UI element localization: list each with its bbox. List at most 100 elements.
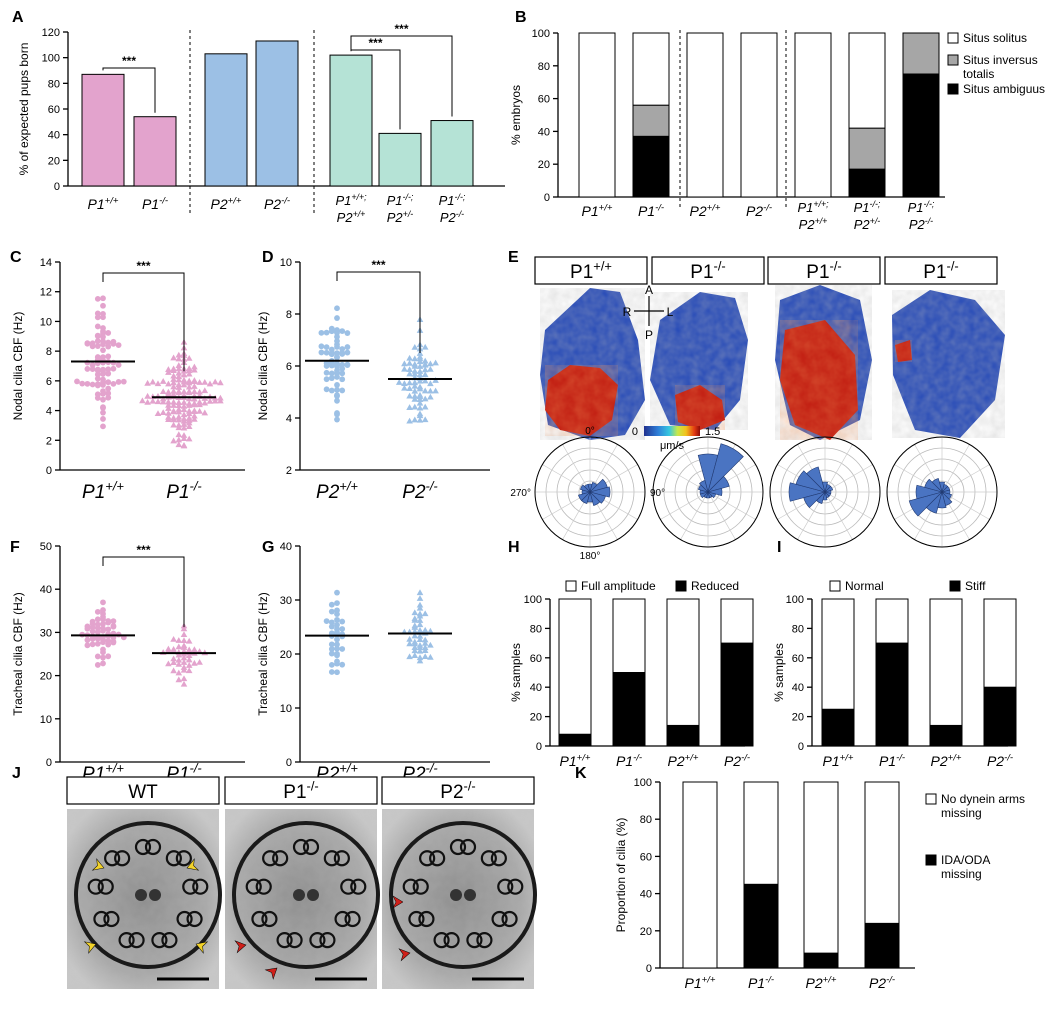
doublet (134, 838, 152, 856)
data-point (165, 409, 172, 416)
data-point (328, 650, 335, 657)
bar-segment (720, 642, 754, 747)
bar (133, 116, 177, 187)
doublet (412, 878, 429, 895)
y-axis-label: % embryos (509, 85, 523, 145)
data-point (416, 377, 424, 384)
y-tick-label: 40 (538, 126, 550, 138)
data-point (100, 379, 106, 386)
data-point (100, 341, 106, 348)
data-point (201, 399, 209, 406)
data-point (406, 653, 413, 660)
data-point (344, 349, 351, 356)
title-box (381, 776, 535, 805)
y-tick-label: 10 (40, 316, 52, 328)
data-point (105, 394, 112, 401)
y-tick-label: 60 (538, 94, 550, 106)
doublet (433, 932, 450, 949)
data-point (421, 610, 429, 617)
data-point (185, 652, 193, 658)
data-point (170, 383, 177, 390)
y-tick-label: 60 (530, 653, 542, 665)
data-point (94, 653, 101, 660)
data-point (416, 621, 424, 628)
central-pair (464, 889, 476, 901)
data-point (94, 295, 101, 302)
data-point (427, 365, 434, 372)
data-point (416, 363, 424, 369)
data-point (411, 628, 419, 634)
central-pair (307, 889, 319, 901)
colorbar-max: 1.5 (705, 426, 720, 438)
y-tick-label: 30 (40, 627, 52, 639)
data-point (170, 659, 177, 666)
data-point (170, 398, 177, 405)
data-point (406, 366, 413, 373)
y-tick-label: 60 (640, 851, 652, 863)
doublet (175, 850, 192, 867)
data-point (170, 365, 177, 372)
bar-segment (743, 883, 779, 969)
data-point (180, 647, 188, 654)
title-box (884, 256, 998, 285)
data-point (334, 650, 340, 657)
polar-spoke (660, 491, 709, 520)
bar (204, 53, 248, 187)
bar-segment (875, 598, 909, 644)
bar-segment (794, 32, 832, 198)
data-point (432, 359, 439, 366)
data-point (328, 619, 335, 626)
rose-sector (941, 490, 953, 506)
colorbar-unit: μm/s (660, 440, 685, 452)
data-point (206, 380, 214, 387)
data-point (328, 387, 335, 394)
panel-letter-H: H (508, 539, 520, 556)
data-point (427, 387, 434, 394)
data-point (191, 407, 198, 414)
data-point (180, 376, 188, 383)
y-axis-label: % samples (509, 643, 523, 702)
data-point (159, 388, 167, 395)
title-box (66, 776, 220, 805)
angle-label: 180° (580, 551, 601, 562)
data-point (406, 385, 413, 391)
rose-sector (788, 482, 827, 502)
data-point (105, 330, 112, 336)
panel-letter-A: A (12, 9, 24, 26)
panel-h: 0 20 40 60 80 100 % samples P1+/+ P1-/- P2+/+ P2-/… (509, 579, 754, 769)
y-tick-label: 100 (786, 594, 804, 606)
doublet (490, 850, 507, 867)
data-point (180, 399, 188, 405)
category-label: P2+/- (854, 216, 881, 232)
category-label: WT (128, 782, 158, 803)
rose-sector (822, 481, 828, 494)
polar-spoke (562, 444, 591, 493)
y-tick-label: 20 (280, 649, 292, 661)
title-box (651, 256, 765, 285)
data-point (191, 659, 198, 666)
axis-label-p: P (645, 328, 653, 342)
data-point (318, 349, 325, 356)
data-point (100, 325, 106, 331)
data-point (323, 329, 330, 336)
data-point (328, 608, 335, 615)
legend-swatch (947, 83, 959, 95)
data-point (100, 627, 106, 634)
bar-segment (821, 598, 855, 710)
doublet (497, 878, 514, 895)
y-tick-label: 30 (280, 595, 292, 607)
data-point (196, 658, 203, 665)
data-point (180, 432, 188, 438)
angle-label: 90° (650, 488, 665, 499)
data-point (196, 401, 203, 408)
category-label: P1-/- (690, 258, 725, 283)
data-point (94, 310, 101, 317)
arrowhead-marker (195, 941, 209, 954)
doublet (466, 932, 483, 949)
bar-segment (666, 598, 700, 726)
legend-label: IDA/ODA (941, 853, 990, 867)
arrowhead-marker (234, 940, 247, 954)
arrowhead-marker (264, 967, 278, 980)
rose-sector (706, 491, 717, 499)
